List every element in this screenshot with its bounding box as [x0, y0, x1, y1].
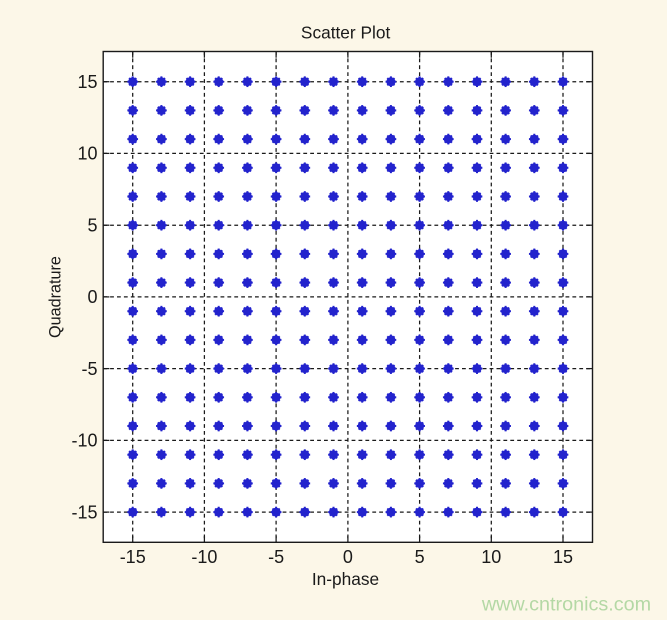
- svg-text:www.cntronics.com: www.cntronics.com: [481, 594, 651, 616]
- svg-text:Quadrature: Quadrature: [47, 256, 65, 338]
- svg-text:Scatter Plot: Scatter Plot: [301, 23, 391, 43]
- svg-text:-5: -5: [268, 547, 284, 567]
- svg-text:-10: -10: [191, 547, 217, 567]
- svg-text:5: 5: [415, 547, 425, 567]
- svg-text:10: 10: [77, 144, 97, 164]
- svg-text:-15: -15: [71, 502, 97, 522]
- svg-text:5: 5: [87, 215, 97, 235]
- svg-text:0: 0: [87, 287, 97, 307]
- svg-text:-5: -5: [81, 359, 97, 379]
- svg-text:10: 10: [481, 547, 501, 567]
- svg-text:15: 15: [77, 72, 97, 92]
- svg-text:-15: -15: [120, 547, 146, 567]
- svg-text:15: 15: [553, 547, 573, 567]
- svg-text:-10: -10: [71, 431, 97, 451]
- svg-text:In-phase: In-phase: [312, 569, 379, 589]
- svg-text:0: 0: [343, 547, 353, 567]
